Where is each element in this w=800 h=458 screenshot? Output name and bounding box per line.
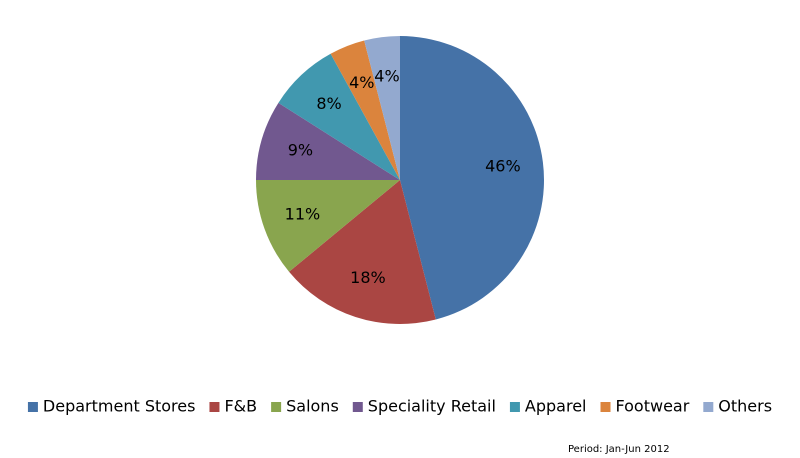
legend-swatch	[509, 402, 520, 412]
legend-label: Salons	[286, 397, 339, 416]
legend-swatch	[27, 402, 38, 412]
legend-swatch	[703, 402, 714, 412]
legend-label: Footwear	[616, 397, 690, 416]
pie-slice	[289, 180, 436, 325]
legend-swatch	[352, 402, 363, 412]
pie-slice	[400, 36, 545, 320]
data-label: 9%	[288, 141, 313, 160]
legend-swatch	[600, 402, 611, 412]
data-label: 11%	[285, 205, 321, 224]
legend-swatch	[271, 402, 282, 412]
data-label: 4%	[374, 67, 399, 86]
legend-swatch	[209, 402, 220, 412]
footnote: Period: Jan-Jun 2012	[568, 444, 670, 455]
pie-slice	[278, 53, 400, 180]
pie-slice	[330, 40, 400, 181]
data-label: 46%	[485, 157, 521, 176]
data-label: 8%	[316, 94, 341, 113]
pie-slice	[256, 102, 400, 180]
legend-label: Speciality Retail	[368, 397, 496, 416]
pie-slice	[364, 36, 400, 180]
data-label: 4%	[349, 73, 374, 92]
legend-label: Others	[718, 397, 772, 416]
data-label: 18%	[350, 268, 386, 287]
legend-label: F&B	[224, 397, 257, 416]
legend-label: Apparel	[525, 397, 587, 416]
pie-slice	[256, 180, 400, 272]
legend-label: Department Stores	[43, 397, 196, 416]
